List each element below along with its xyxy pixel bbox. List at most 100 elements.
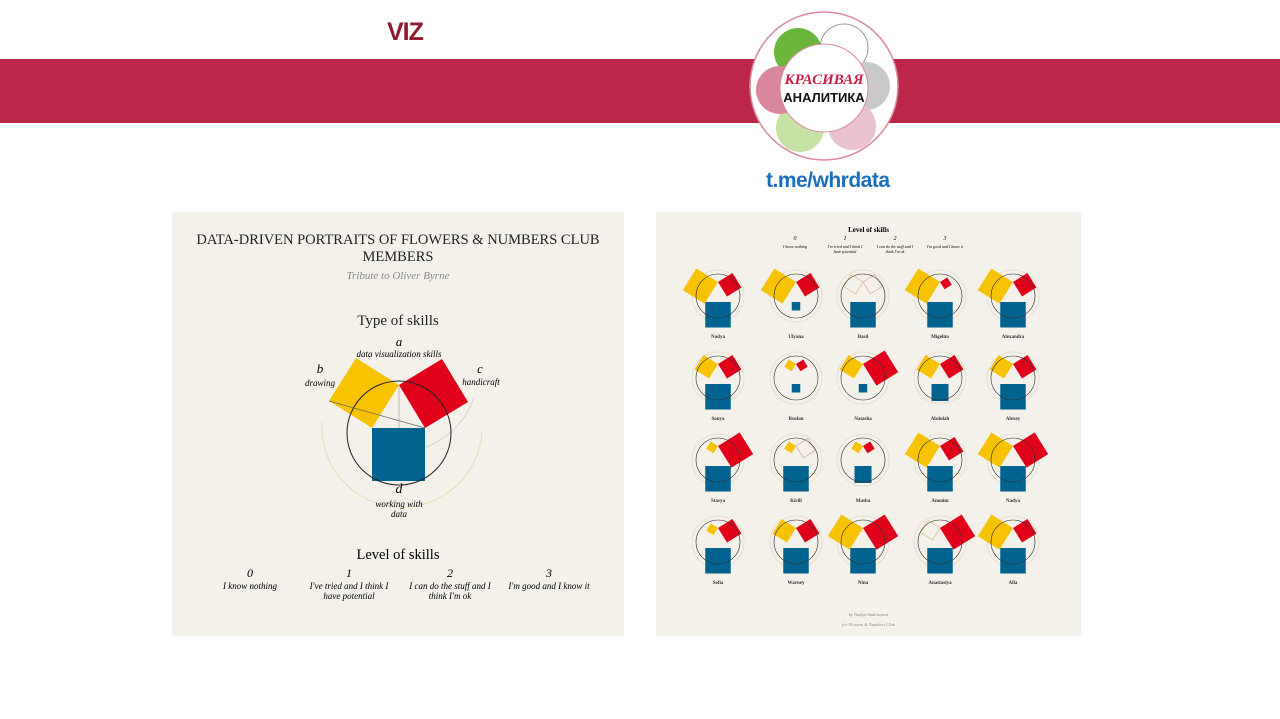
square-handicraft: [863, 350, 899, 386]
square-drawing: [919, 519, 941, 541]
member-portrait: Nadya: [682, 268, 745, 340]
circle-dataviz: [917, 437, 963, 483]
portraits-panel: Level of skills 0 I know nothing 1 I've tri…: [656, 212, 1081, 636]
skill-b-letter: b: [316, 361, 324, 376]
square-handicraft: [863, 514, 899, 550]
circle-dataviz: [773, 437, 819, 483]
legend-panel: DATA-DRIVEN PORTRAITS OF FLOWERS & NUMBE…: [172, 212, 624, 636]
level-value: 2: [893, 236, 897, 242]
logo-line1: КРАСИВАЯ: [783, 72, 864, 88]
square-data: [705, 466, 731, 492]
square-data: [705, 384, 731, 410]
square-handicraft: [718, 432, 754, 468]
square-handicraft: [862, 273, 884, 295]
circle-dataviz: [840, 519, 886, 565]
section-label: VIZ: [387, 18, 424, 46]
member-name: Abdulah: [931, 417, 950, 422]
member-portrait: Nina: [827, 514, 899, 586]
level-value: 0: [247, 566, 253, 580]
member-name: Kirill: [790, 499, 802, 504]
level-label: I'm good and I know it: [508, 581, 590, 591]
member-name: Stasya: [711, 499, 725, 504]
square-handicraft: [940, 354, 964, 379]
member-portrait: Anastasiya: [913, 514, 976, 586]
level-label: I can do the stuff and I think I'm ok: [409, 581, 491, 601]
member-name: Nadya: [1006, 499, 1020, 504]
square-data: [850, 548, 876, 574]
skill-d-label: working with data: [375, 499, 423, 519]
square-handicraft: [796, 359, 808, 372]
square-drawing: [839, 354, 863, 379]
logo: КРАСИВАЯ АНАЛИТИКА: [748, 10, 900, 162]
member-portrait: Abdulah: [913, 351, 967, 422]
member-portrait: Natasha: [836, 350, 899, 422]
member-name: Sofia: [713, 581, 724, 586]
member-portrait: Masha: [836, 433, 890, 504]
member-name: Anonim: [931, 499, 949, 504]
level-label: I know nothing: [783, 244, 807, 249]
skill-c-letter: c: [477, 361, 483, 376]
square-data: [705, 302, 731, 328]
credit-line1: by Nadya Andrianova: [848, 612, 889, 617]
square-drawing: [977, 514, 1013, 550]
credit-line2: for Flowers & Numbers Club: [841, 622, 895, 627]
legend-diagram: [321, 358, 483, 508]
square-drawing: [706, 523, 718, 536]
member-portrait: Alla: [977, 514, 1040, 586]
square-handicraft: [718, 272, 742, 297]
square-data: [783, 466, 809, 492]
skill-arc: [836, 433, 890, 487]
circle-dataviz: [695, 437, 741, 483]
member-portrait: Stasya: [691, 432, 754, 504]
square-data: [705, 548, 731, 574]
arc-b: [321, 421, 483, 508]
level-label: I've tried and I think I have potential: [309, 581, 389, 601]
square-drawing: [784, 441, 796, 454]
level-heading: Level of skills: [356, 547, 440, 563]
square-b: [329, 358, 399, 428]
circle-dataviz: [990, 355, 1036, 401]
level-label: I'm good and I know it: [926, 244, 964, 249]
square-data: [1000, 384, 1026, 410]
member-portrait: Ruslan: [769, 351, 823, 422]
square-data: [927, 302, 953, 328]
level-label: I've tried and I think I have potential: [827, 244, 863, 254]
square-drawing: [694, 354, 718, 379]
skill-b-label: drawing: [304, 378, 335, 388]
square-handicraft: [796, 518, 820, 543]
square-data: [850, 302, 876, 328]
square-data: [854, 466, 872, 483]
skill-arc: [769, 269, 823, 323]
member-portrait: Sonya: [691, 351, 745, 422]
circle-dataviz: [773, 355, 819, 401]
member-portrait: Ulyana: [760, 268, 823, 340]
square-drawing: [842, 273, 864, 295]
circle-dataviz: [840, 437, 886, 483]
member-portrait: Basil: [836, 269, 890, 340]
logo-line2: АНАЛИТИКА: [783, 90, 865, 105]
member-name: Ulyana: [788, 335, 804, 340]
member-name: Basil: [858, 335, 869, 340]
square-data: [1000, 302, 1026, 328]
poster-title: DATA-DRIVEN PORTRAITS OF FLOWERS & NUMBE…: [196, 232, 600, 265]
skill-a-label: data visualization skills: [356, 349, 442, 359]
telegram-link[interactable]: t.me/whrdata: [766, 169, 890, 192]
circle-dataviz: [695, 519, 741, 565]
member-portrait: Kirill: [769, 433, 823, 504]
square-drawing: [682, 268, 718, 304]
level-value: 0: [793, 236, 797, 242]
square-drawing: [827, 514, 863, 550]
circle-dataviz: [917, 355, 963, 401]
square-data: [783, 548, 809, 574]
square-drawing: [989, 354, 1013, 379]
circle-dataviz: [695, 273, 741, 319]
square-d: [372, 428, 425, 481]
square-data: [858, 384, 868, 393]
member-name: Warney: [788, 581, 805, 586]
square-handicraft: [940, 277, 952, 290]
level-heading-small: Level of skills: [848, 226, 889, 234]
square-data: [1000, 466, 1026, 492]
square-handicraft: [718, 354, 742, 379]
member-portrait: Alexey: [986, 351, 1040, 422]
square-handicraft: [1013, 272, 1037, 297]
